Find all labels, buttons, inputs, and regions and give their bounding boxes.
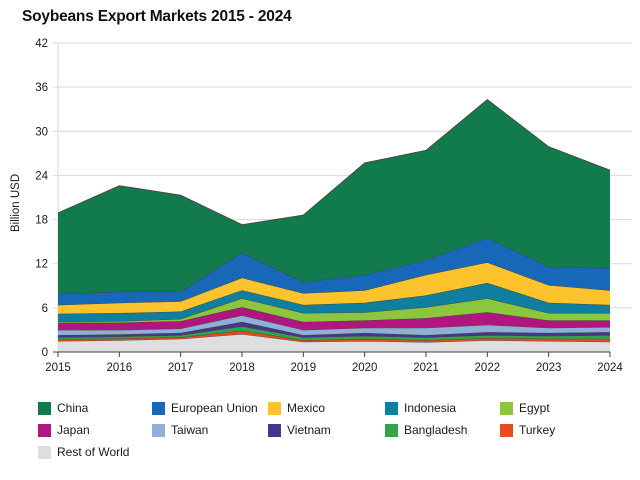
area-band-china: [58, 99, 610, 294]
legend-swatch-european-union: [152, 401, 165, 415]
area-band-vietnam: [58, 321, 610, 338]
legend-label-japan: Japan: [57, 423, 90, 437]
x-tick-label: 2021: [413, 362, 439, 374]
legend-swatch-rest-of-world: [38, 445, 51, 459]
y-tick-label: 24: [35, 170, 48, 182]
legend-item-vietnam: Vietnam: [268, 423, 331, 437]
legend-label-indonesia: Indonesia: [404, 401, 457, 415]
legend-label-vietnam: Vietnam: [287, 423, 331, 437]
area-band-edge: [57, 99, 611, 226]
legend-swatch-taiwan: [152, 423, 165, 437]
legend-swatch-turkey: [500, 423, 513, 437]
legend-item-rest-of-world: Rest of World: [38, 445, 129, 459]
area-band-rest-of-world: [58, 333, 610, 352]
legend-item-taiwan: Taiwan: [152, 423, 208, 437]
area-band-indonesia: [58, 282, 610, 322]
legend-swatch-japan: [38, 423, 51, 437]
x-tick-label: 2018: [229, 362, 255, 374]
legend-label-bangladesh: Bangladesh: [404, 423, 468, 437]
x-tick-label: 2024: [597, 362, 623, 374]
legend-label-turkey: Turkey: [519, 423, 556, 437]
x-tick-label: 2022: [475, 362, 501, 374]
area-band-egypt: [58, 298, 610, 323]
legend-label-mexico: Mexico: [287, 401, 326, 415]
area-band-turkey: [58, 330, 610, 343]
y-tick-label: 18: [35, 215, 48, 227]
x-tick-label: 2020: [352, 362, 378, 374]
legend-item-turkey: Turkey: [500, 423, 555, 437]
area-band-edge: [58, 314, 611, 331]
y-tick-label: 0: [42, 347, 48, 359]
legend-item-china: China: [38, 401, 88, 415]
y-tick-label: 36: [35, 82, 48, 94]
y-tick-label: 42: [35, 38, 48, 50]
x-tick-label: 2019: [291, 362, 317, 374]
y-tick-label: 6: [42, 303, 48, 315]
legend-item-european-union: European Union: [152, 401, 258, 415]
legend-swatch-bangladesh: [385, 423, 398, 437]
legend-label-rest-of-world: Rest of World: [57, 445, 130, 459]
x-tick-label: 2016: [107, 362, 133, 374]
stacked-area-chart: 0 6 12 18 24 30 36 42 2015 2016 2017 2018 2019 2020 20…: [35, 38, 632, 374]
legend-item-mexico: Mexico: [268, 401, 325, 415]
legend-swatch-indonesia: [385, 401, 398, 415]
x-tick-label: 2015: [45, 362, 71, 374]
chart-title: Soybeans Export Markets 2015 - 2024: [22, 8, 292, 25]
x-tick-label: 2023: [536, 362, 562, 374]
legend-swatch-china: [38, 401, 51, 415]
area-band-bangladesh: [58, 326, 610, 341]
y-tick-label: 30: [35, 126, 48, 138]
legend-swatch-mexico: [268, 401, 281, 415]
legend-label-egypt: Egypt: [519, 401, 550, 415]
legend-item-egypt: Egypt: [500, 401, 550, 415]
legend-label-european-union: European Union: [171, 401, 258, 415]
area-band-japan: [58, 307, 610, 330]
legend-swatch-vietnam: [268, 423, 281, 437]
area-band-european-union: [58, 237, 610, 305]
legend-item-bangladesh: Bangladesh: [385, 423, 467, 437]
x-tick-label: 2017: [168, 362, 194, 374]
area-band-mexico: [58, 262, 610, 314]
legend-swatch-egypt: [500, 401, 513, 415]
legend-label-taiwan: Taiwan: [171, 423, 209, 437]
legend-item-japan: Japan: [38, 423, 90, 437]
area-band-taiwan: [58, 315, 610, 336]
legend-item-indonesia: Indonesia: [385, 401, 456, 415]
y-tick-label: 12: [35, 259, 48, 271]
legend-label-china: China: [57, 401, 89, 415]
